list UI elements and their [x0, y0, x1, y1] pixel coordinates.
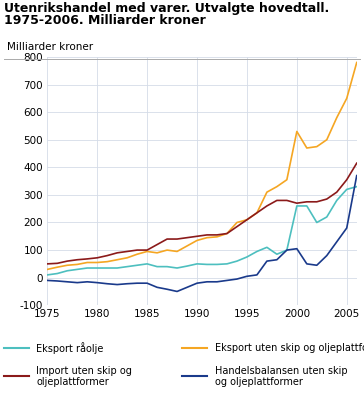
Text: Eksport uten skip og oljeplattformer: Eksport uten skip og oljeplattformer — [215, 343, 364, 353]
Text: Handelsbalansen uten skip
og oljeplattformer: Handelsbalansen uten skip og oljeplattfo… — [215, 365, 347, 387]
Text: Import uten skip og
oljeplattformer: Import uten skip og oljeplattformer — [36, 365, 132, 387]
Text: Eksport råolje: Eksport råolje — [36, 342, 104, 354]
Text: Utenrikshandel med varer. Utvalgte hovedtall.: Utenrikshandel med varer. Utvalgte hoved… — [4, 2, 329, 15]
Text: Milliarder kroner: Milliarder kroner — [7, 42, 93, 52]
Text: 1975-2006. Milliarder kroner: 1975-2006. Milliarder kroner — [4, 14, 205, 27]
